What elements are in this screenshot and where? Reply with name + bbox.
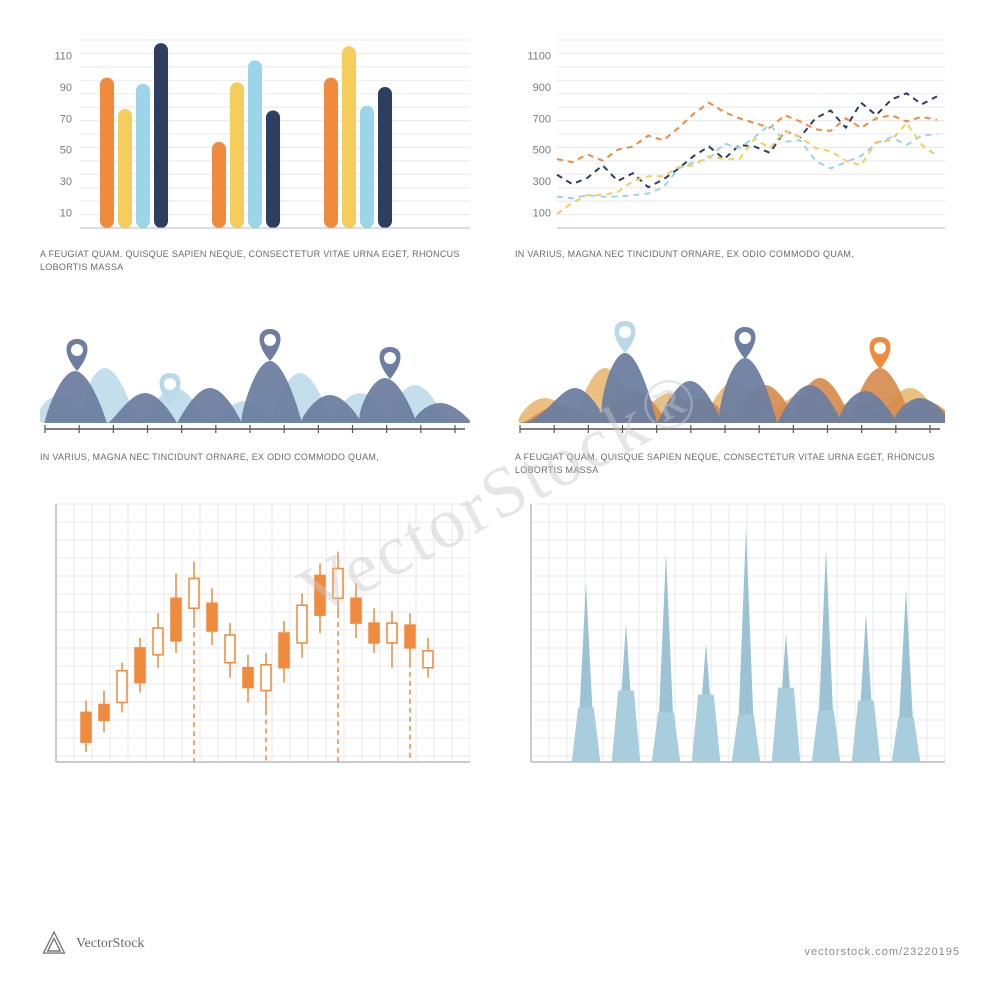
line-chart-caption: IN VARIUS, MAGNA NEC TINCIDUNT ORNARE, E… <box>515 248 960 261</box>
svg-text:110: 110 <box>54 51 72 63</box>
footer-brand: VectorStock <box>40 930 144 958</box>
area-right-caption: A FEUGIAT QUAM. QUISQUE SAPIEN NEQUE, CO… <box>515 451 960 476</box>
footer-logo-icon <box>40 930 68 958</box>
bar-chart: 10 30 50 70 90 110 <box>40 30 470 240</box>
area-chart-left <box>40 293 470 443</box>
svg-text:90: 90 <box>60 82 72 94</box>
cone-chart <box>515 496 945 776</box>
svg-text:10: 10 <box>60 207 72 219</box>
cone-chart-panel <box>515 496 960 776</box>
line-chart: 100 300 500 700 900 1100 <box>515 30 945 240</box>
svg-text:50: 50 <box>60 145 72 157</box>
bar-chart-caption: A FEUGIAT QUAM. QUISQUE SAPIEN NEQUE, CO… <box>40 248 485 273</box>
area-chart-right <box>515 293 945 443</box>
candlestick-panel <box>40 496 485 776</box>
candlestick-chart <box>40 496 470 776</box>
svg-text:300: 300 <box>533 176 551 188</box>
area-chart-left-panel: IN VARIUS, MAGNA NEC TINCIDUNT ORNARE, E… <box>40 293 485 476</box>
bar-chart-panel: 10 30 50 70 90 110 A FEUGIAT QUAM. QUISQUE SA… <box>40 30 485 273</box>
svg-text:700: 700 <box>533 113 551 125</box>
svg-text:70: 70 <box>60 113 72 125</box>
footer-id: vectorstock.com/23220195 <box>805 946 960 958</box>
area-chart-right-panel: A FEUGIAT QUAM. QUISQUE SAPIEN NEQUE, CO… <box>515 293 960 476</box>
footer-brand-text: VectorStock <box>76 936 144 952</box>
svg-text:500: 500 <box>533 145 551 157</box>
area-left-caption: IN VARIUS, MAGNA NEC TINCIDUNT ORNARE, E… <box>40 451 485 464</box>
svg-text:100: 100 <box>533 207 551 219</box>
svg-text:900: 900 <box>533 82 551 94</box>
line-chart-panel: 100 300 500 700 900 1100 IN VARIUS, MAGNA NEC… <box>515 30 960 273</box>
svg-text:30: 30 <box>60 176 72 188</box>
svg-text:1100: 1100 <box>527 51 551 63</box>
